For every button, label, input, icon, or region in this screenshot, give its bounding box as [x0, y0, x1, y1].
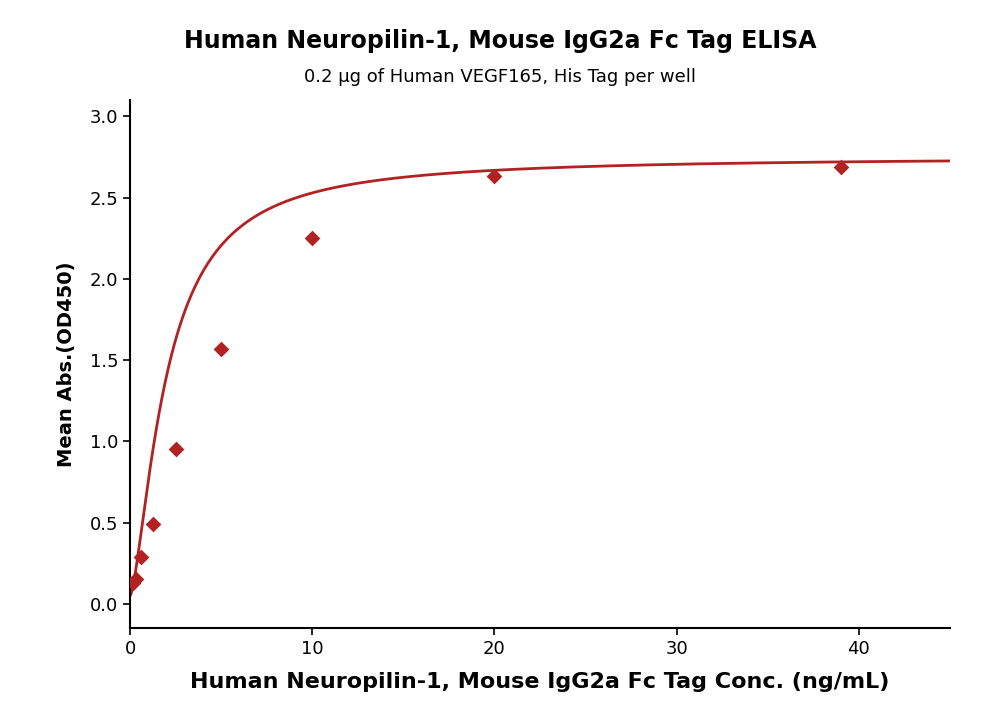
X-axis label: Human Neuropilin-1, Mouse IgG2a Fc Tag Conc. (ng/mL): Human Neuropilin-1, Mouse IgG2a Fc Tag C… — [190, 672, 890, 692]
Point — [128, 573, 144, 585]
Text: Human Neuropilin-1, Mouse IgG2a Fc Tag ELISA: Human Neuropilin-1, Mouse IgG2a Fc Tag E… — [184, 29, 816, 53]
Point — [125, 577, 141, 588]
Point — [304, 233, 320, 244]
Point — [486, 171, 502, 182]
Text: 0.2 μg of Human VEGF165, His Tag per well: 0.2 μg of Human VEGF165, His Tag per wel… — [304, 68, 696, 86]
Point — [833, 161, 849, 172]
Y-axis label: Mean Abs.(OD450): Mean Abs.(OD450) — [57, 261, 76, 467]
Point — [145, 518, 161, 530]
Point — [213, 343, 229, 354]
Point — [168, 444, 184, 456]
Point — [133, 551, 149, 563]
